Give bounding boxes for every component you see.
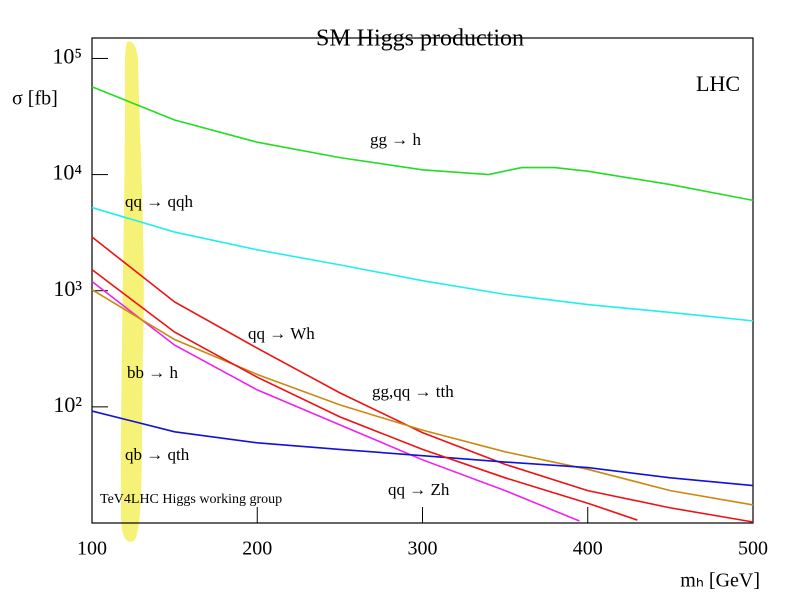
y-tick-label: 10⁵ [52,43,82,68]
series-line [91,410,754,487]
series-line [91,280,580,522]
x-tick-label: 500 [738,538,768,560]
y-tick-label: 10³ [53,276,82,301]
y-tick-label: 10⁴ [52,160,82,185]
series-line [91,289,754,506]
series-label: gg → h [370,130,422,149]
series-line [91,268,638,521]
series-label: gg,qq → tth [372,382,454,401]
y-axis-label: σ [fb] [12,88,58,110]
x-tick-label: 200 [242,538,272,560]
series-line [91,206,754,322]
x-tick-label: 300 [408,538,438,560]
x-tick-label: 400 [573,538,603,560]
series-label: qb → qth [125,445,190,464]
series-label: bb → h [127,363,179,382]
series-line [91,86,754,202]
x-axis-label: mₕ [GeV] [680,570,760,592]
series-label: qq → Wh [248,324,315,343]
y-tick-label: 10² [53,392,82,417]
series-label: qq → qqh [125,192,194,211]
annotation: LHC [696,71,740,96]
chart-title: SM Higgs production [316,26,524,52]
series-line [91,236,754,523]
series-label: qq → Zh [388,480,450,499]
annotation: TeV4LHC Higgs working group [100,492,282,507]
highlight [120,41,144,542]
x-tick-label: 100 [77,538,107,560]
